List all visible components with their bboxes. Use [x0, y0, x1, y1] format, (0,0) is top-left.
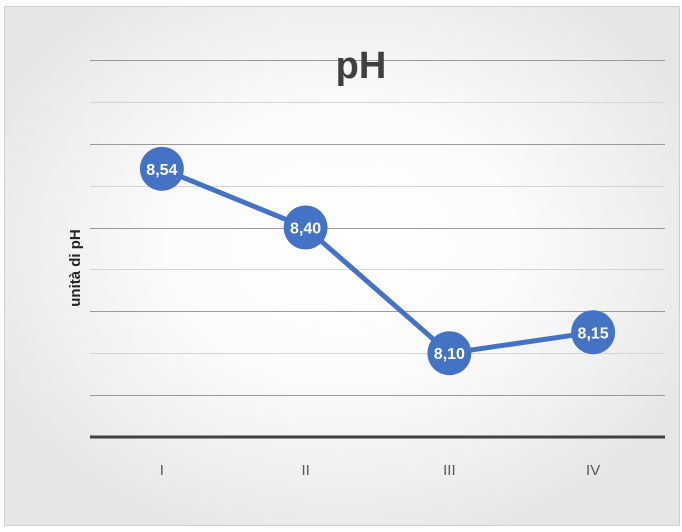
x-tick-labels: I II III IV: [160, 462, 600, 479]
data-label-2: 8,10: [434, 346, 465, 363]
data-point-0: [139, 146, 184, 191]
x-tick-label-2: III: [443, 462, 456, 479]
x-tick-label-1: II: [301, 462, 309, 479]
data-point-3: [571, 310, 616, 355]
data-label-1: 8,40: [290, 221, 321, 238]
data-point-1: [283, 205, 328, 250]
x-tick-label-3: IV: [586, 462, 600, 479]
data-label-0: 8,54: [146, 162, 177, 179]
x-tick-label-0: I: [160, 462, 164, 479]
series-line: [160, 166, 594, 356]
data-points: [139, 146, 616, 376]
data-labels: 8,54 8,40 8,10 8,15: [146, 162, 608, 363]
y-axis-label: unità di pH: [67, 229, 84, 307]
chart-title: pH: [336, 45, 387, 87]
chart-area: [4, 6, 680, 526]
gridlines: [90, 60, 665, 396]
data-label-3: 8,15: [578, 325, 609, 342]
data-point-2: [427, 331, 472, 376]
